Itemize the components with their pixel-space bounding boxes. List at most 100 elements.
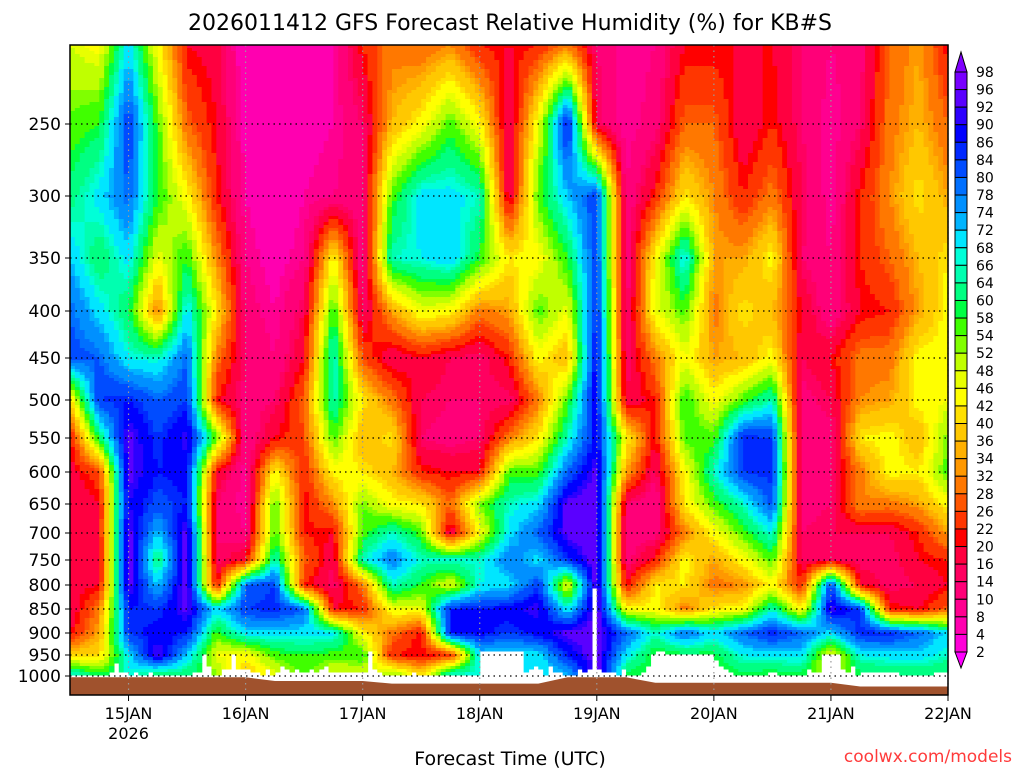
heat-cell xyxy=(157,567,164,571)
heat-cell xyxy=(484,111,491,121)
heat-cell xyxy=(533,510,539,517)
heat-cell xyxy=(387,432,393,448)
heat-cell xyxy=(538,294,544,307)
heat-cell xyxy=(74,339,81,361)
heat-cell xyxy=(406,261,413,265)
heat-cell xyxy=(70,414,76,418)
heat-cell xyxy=(440,285,447,292)
heat-cell xyxy=(235,45,242,67)
heat-cell xyxy=(543,372,549,412)
heat-cell xyxy=(201,489,208,523)
heat-cell xyxy=(489,348,495,376)
heat-cell xyxy=(416,153,422,166)
heat-cell xyxy=(387,390,393,406)
heat-cell xyxy=(206,453,213,460)
heat-cell xyxy=(460,321,466,325)
heat-cell xyxy=(499,534,505,541)
heat-cell xyxy=(70,372,76,376)
heat-cell xyxy=(474,642,481,649)
heat-cell xyxy=(489,609,495,634)
heat-cell xyxy=(201,621,208,628)
heat-cell xyxy=(382,666,388,670)
heat-cell xyxy=(382,657,388,661)
heat-cell xyxy=(143,393,149,412)
heat-cell xyxy=(206,633,213,640)
heat-cell xyxy=(450,672,456,676)
heat-cell xyxy=(230,597,237,604)
heat-cell xyxy=(416,249,422,262)
heat-cell xyxy=(450,666,456,670)
heat-cell xyxy=(94,456,100,460)
heat-cell xyxy=(494,45,500,61)
heat-cell xyxy=(152,549,159,553)
heat-cell xyxy=(250,285,256,451)
heat-cell xyxy=(152,84,159,97)
heat-cell xyxy=(465,288,471,292)
heat-cell xyxy=(113,465,120,472)
heat-cell xyxy=(387,597,393,601)
heat-cell xyxy=(99,600,105,607)
heat-cell xyxy=(391,369,398,379)
heat-cell xyxy=(372,393,378,397)
heat-cell xyxy=(245,639,252,643)
heat-cell xyxy=(230,429,237,436)
heat-cell xyxy=(411,522,417,526)
heat-cell xyxy=(148,522,154,532)
heat-cell xyxy=(211,417,217,424)
heat-cell xyxy=(260,564,266,568)
heat-cell xyxy=(367,465,374,478)
heat-cell xyxy=(406,606,413,610)
heat-cell xyxy=(328,663,334,673)
heat-cell xyxy=(406,354,413,379)
heat-cell xyxy=(206,603,213,607)
heat-cell xyxy=(401,549,408,559)
heat-cell xyxy=(479,528,486,535)
heat-cell xyxy=(352,357,359,373)
heat-cell xyxy=(450,648,456,652)
heat-cell xyxy=(372,570,378,574)
heat-cell xyxy=(333,543,339,562)
heat-cell xyxy=(440,606,447,619)
heat-cell xyxy=(162,225,169,265)
heat-cell xyxy=(377,576,383,583)
heat-cell xyxy=(528,441,534,445)
heat-cell xyxy=(99,582,105,592)
heat-cell xyxy=(235,567,242,571)
heat-cell xyxy=(191,135,198,160)
heat-cell xyxy=(426,627,432,631)
heat-cell xyxy=(538,600,544,637)
heat-cell xyxy=(79,447,86,457)
heat-cell xyxy=(401,651,408,658)
heat-cell xyxy=(504,648,510,652)
heat-cell xyxy=(99,45,105,55)
heat-cell xyxy=(499,216,505,223)
heat-cell xyxy=(391,417,398,427)
heat-cell xyxy=(538,222,544,244)
heat-cell xyxy=(206,363,213,379)
heat-cell xyxy=(109,312,115,322)
heat-cell xyxy=(538,120,544,148)
heat-cell xyxy=(474,477,481,481)
heat-cell xyxy=(265,636,271,640)
heat-cell xyxy=(421,354,427,358)
heat-cell xyxy=(387,666,393,670)
heat-cell xyxy=(479,267,486,277)
heat-cell xyxy=(357,549,364,556)
heat-cell xyxy=(465,648,471,652)
heat-cell xyxy=(523,435,530,445)
heat-cell xyxy=(489,225,495,268)
heat-cell xyxy=(509,462,515,469)
heat-cell xyxy=(416,321,422,328)
heat-cell xyxy=(504,552,510,571)
heat-cell xyxy=(509,438,515,442)
heat-cell xyxy=(372,357,378,370)
heat-cell xyxy=(450,138,456,151)
heat-cell xyxy=(450,600,456,604)
heat-cell xyxy=(235,408,242,430)
heat-cell xyxy=(484,609,491,634)
heat-cell xyxy=(435,588,442,595)
heat-cell xyxy=(157,399,164,433)
heat-cell xyxy=(230,594,237,598)
heat-cell xyxy=(411,447,417,475)
heat-cell xyxy=(89,672,95,676)
